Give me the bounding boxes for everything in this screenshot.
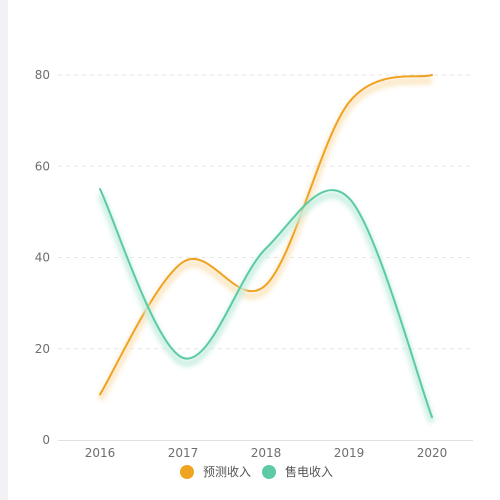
series-lines	[96, 74, 436, 424]
series-line	[99, 188, 433, 419]
series-1	[97, 74, 434, 402]
y-tick-label: 20	[35, 342, 50, 356]
y-tick-label: 0	[42, 433, 50, 447]
y-tick-label: 80	[35, 68, 50, 82]
series-2	[96, 188, 436, 424]
series-glow	[97, 76, 434, 402]
legend-label: 售电收入	[285, 464, 333, 479]
x-tick-label: 2017	[168, 446, 199, 460]
legend-swatch	[262, 465, 276, 479]
x-tick-label: 2020	[417, 446, 448, 460]
legend-item-2[interactable]: 售电收入	[262, 464, 333, 479]
x-axis-tick-labels: 2016 2017 2018 2019 2020	[85, 446, 448, 460]
grid-lines	[58, 74, 473, 350]
y-tick-label: 40	[35, 251, 50, 265]
legend-swatch	[180, 465, 194, 479]
series-glow	[96, 191, 436, 424]
legend-label: 预测收入	[203, 465, 251, 479]
x-tick-label: 2018	[251, 446, 282, 460]
x-tick-label: 2019	[334, 446, 365, 460]
series-line	[99, 74, 433, 396]
legend[interactable]: 预测收入 售电收入	[180, 464, 333, 479]
y-tick-label: 60	[35, 159, 50, 173]
left-edge-strip	[0, 0, 8, 500]
x-tick-label: 2016	[85, 446, 116, 460]
legend-item-1[interactable]: 预测收入	[180, 465, 251, 479]
y-axis-tick-labels: 0 20 40 60 80	[35, 68, 50, 447]
